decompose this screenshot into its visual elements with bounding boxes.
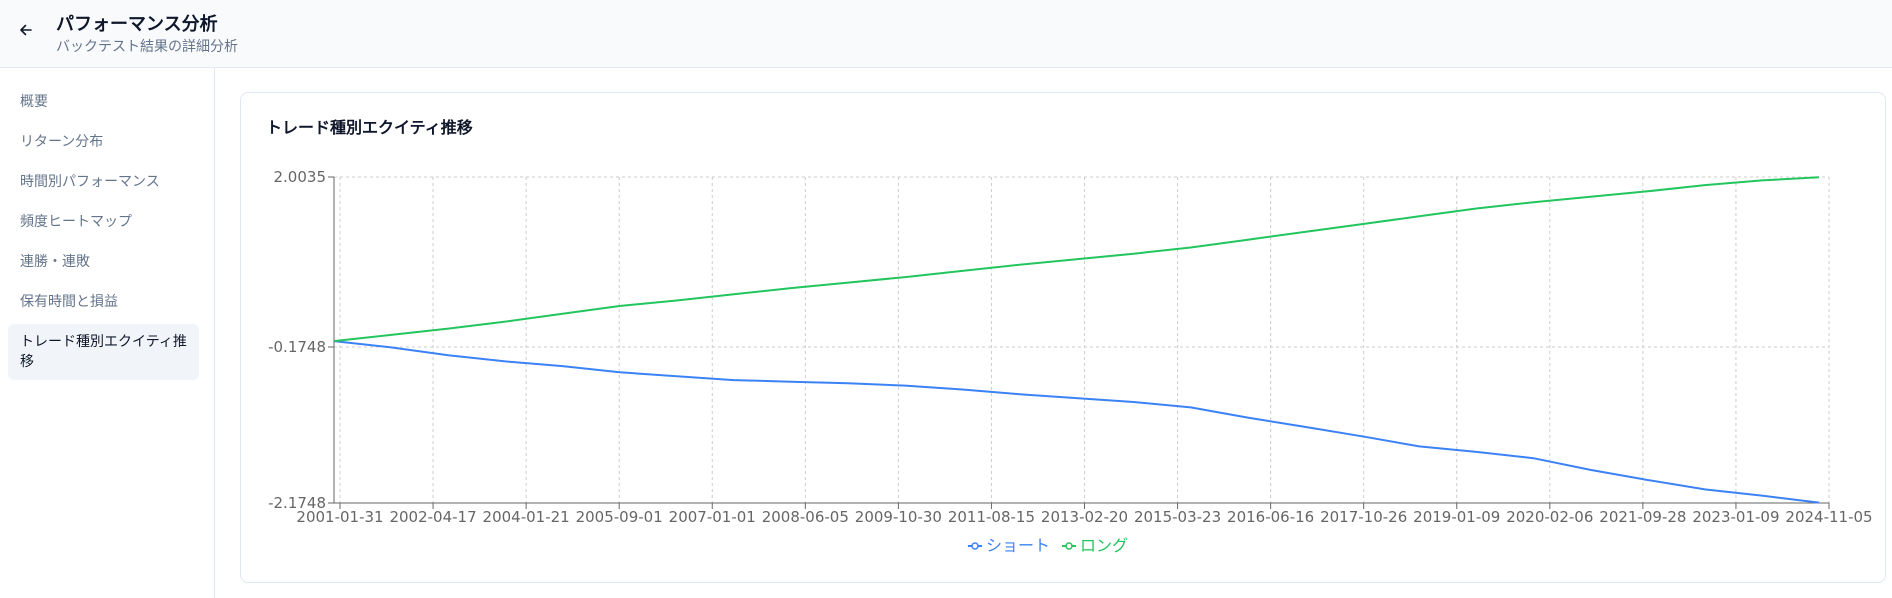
x-axis-tick-label: 2020-02-06 bbox=[1506, 508, 1593, 526]
y-axis-tick-label: 2.0035 bbox=[274, 168, 327, 186]
legend-swatch-dot-short bbox=[971, 542, 979, 550]
x-axis-tick-label: 2009-10-30 bbox=[855, 508, 942, 526]
x-axis-tick-label: 2021-09-28 bbox=[1599, 508, 1686, 526]
series-line-long bbox=[333, 176, 1820, 343]
sidebar: 概要 リターン分布 時間別パフォーマンス 頻度ヒートマップ 連勝・連敗 保有時間… bbox=[0, 68, 215, 598]
arrow-left-icon bbox=[20, 24, 32, 36]
chart-card bbox=[240, 92, 1886, 583]
x-axis-tick-label: 2004-01-21 bbox=[483, 508, 570, 526]
x-axis-tick-label: 2015-03-23 bbox=[1134, 508, 1221, 526]
y-axis-tick-label: -2.1748 bbox=[268, 494, 326, 512]
sidebar-item-return-distribution[interactable]: リターン分布 bbox=[20, 134, 104, 150]
x-axis-tick-label: 2024-11-05 bbox=[1785, 508, 1872, 526]
x-axis-tick-label: 2007-01-01 bbox=[669, 508, 756, 526]
x-axis-tick-label: 2017-10-26 bbox=[1320, 508, 1407, 526]
x-axis-tick-label: 2011-08-15 bbox=[948, 508, 1035, 526]
sidebar-item-frequency-heatmap[interactable]: 頻度ヒートマップ bbox=[20, 214, 132, 230]
x-axis-tick-label: 2001-01-31 bbox=[296, 508, 383, 526]
chart-title: トレード種別エクイティ推移 bbox=[266, 118, 473, 137]
sidebar-item-holding-time-pnl[interactable]: 保有時間と損益 bbox=[20, 294, 118, 310]
legend-label-long: ロング bbox=[1080, 536, 1128, 555]
sidebar-item-hourly-performance[interactable]: 時間別パフォーマンス bbox=[20, 174, 160, 190]
x-axis-tick-label: 2005-09-01 bbox=[576, 508, 663, 526]
legend-label-short: ショート bbox=[986, 536, 1050, 555]
page-subtitle: バックテスト結果の詳細分析 bbox=[56, 39, 238, 55]
x-axis-tick-label: 2008-06-05 bbox=[762, 508, 849, 526]
x-axis-tick-label: 2016-06-16 bbox=[1227, 508, 1314, 526]
y-axis-tick-label: -0.1748 bbox=[268, 338, 326, 356]
x-axis-tick-label: 2002-04-17 bbox=[389, 508, 476, 526]
legend-swatch-dot-long bbox=[1065, 542, 1073, 550]
x-axis-tick-label: 2013-02-20 bbox=[1041, 508, 1128, 526]
sidebar-item-equity-by-trade-type[interactable]: トレード種別エクイティ推移 bbox=[8, 324, 199, 380]
back-button[interactable] bbox=[14, 18, 38, 42]
page-header: パフォーマンス分析 バックテスト結果の詳細分析 bbox=[0, 0, 1892, 68]
series-line-short bbox=[333, 340, 1820, 504]
sidebar-item-streaks[interactable]: 連勝・連敗 bbox=[20, 254, 90, 270]
sidebar-item-overview[interactable]: 概要 bbox=[20, 94, 48, 110]
x-axis-tick-label: 2019-01-09 bbox=[1413, 508, 1500, 526]
x-axis-tick-label: 2023-01-09 bbox=[1692, 508, 1779, 526]
page-title: パフォーマンス分析 bbox=[56, 14, 218, 35]
